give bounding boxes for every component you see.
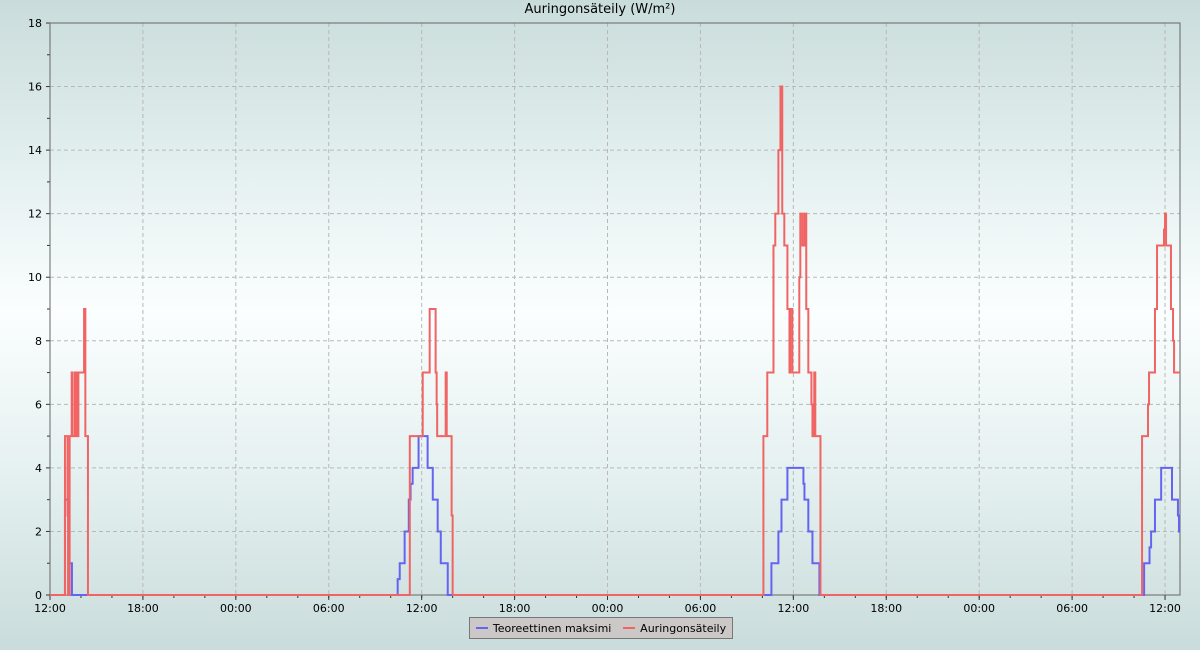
legend: Teoreettinen maksimi Auringonsäteily bbox=[469, 617, 733, 639]
x-tick-label: 06:00 bbox=[1056, 602, 1088, 615]
legend-swatch bbox=[623, 627, 636, 629]
y-tick-label: 2 bbox=[35, 525, 42, 538]
x-tick-label: 06:00 bbox=[313, 602, 345, 615]
y-tick-label: 16 bbox=[28, 81, 42, 94]
y-tick-label: 8 bbox=[35, 335, 42, 348]
x-tick-label: 18:00 bbox=[127, 602, 159, 615]
chart-title: Auringonsäteily (W/m²) bbox=[524, 2, 676, 17]
plot-frame bbox=[49, 22, 1181, 596]
y-tick-label: 4 bbox=[35, 462, 42, 475]
legend-label: Auringonsäteily bbox=[640, 621, 727, 635]
legend-item-radiation: Auringonsäteily bbox=[623, 622, 726, 635]
y-tick-label: 0 bbox=[35, 589, 42, 602]
x-tick-label: 00:00 bbox=[592, 602, 624, 615]
x-tick-label: 18:00 bbox=[499, 602, 531, 615]
y-tick-label: 12 bbox=[28, 208, 42, 221]
x-tick-label: 12:00 bbox=[1149, 602, 1181, 615]
y-tick-label: 18 bbox=[28, 17, 42, 30]
x-tick-label: 00:00 bbox=[963, 602, 995, 615]
x-tick-label: 12:00 bbox=[778, 602, 810, 615]
x-tick-label: 00:00 bbox=[220, 602, 252, 615]
series-line-theoretical-max bbox=[50, 435, 1180, 596]
x-tick-label: 12:00 bbox=[34, 602, 66, 615]
legend-item-theoretical: Teoreettinen maksimi bbox=[475, 621, 612, 635]
y-tick-label: 6 bbox=[35, 398, 42, 411]
legend-swatch bbox=[475, 627, 488, 629]
legend-label: Teoreettinen maksimi bbox=[492, 621, 612, 635]
x-tick-label: 18:00 bbox=[870, 602, 902, 615]
x-tick-label: 06:00 bbox=[685, 602, 717, 615]
y-tick-label: 10 bbox=[28, 271, 42, 284]
y-tick-label: 14 bbox=[28, 144, 42, 157]
series-line-solar-radiation bbox=[50, 85, 1180, 596]
x-tick-label: 12:00 bbox=[406, 602, 438, 615]
